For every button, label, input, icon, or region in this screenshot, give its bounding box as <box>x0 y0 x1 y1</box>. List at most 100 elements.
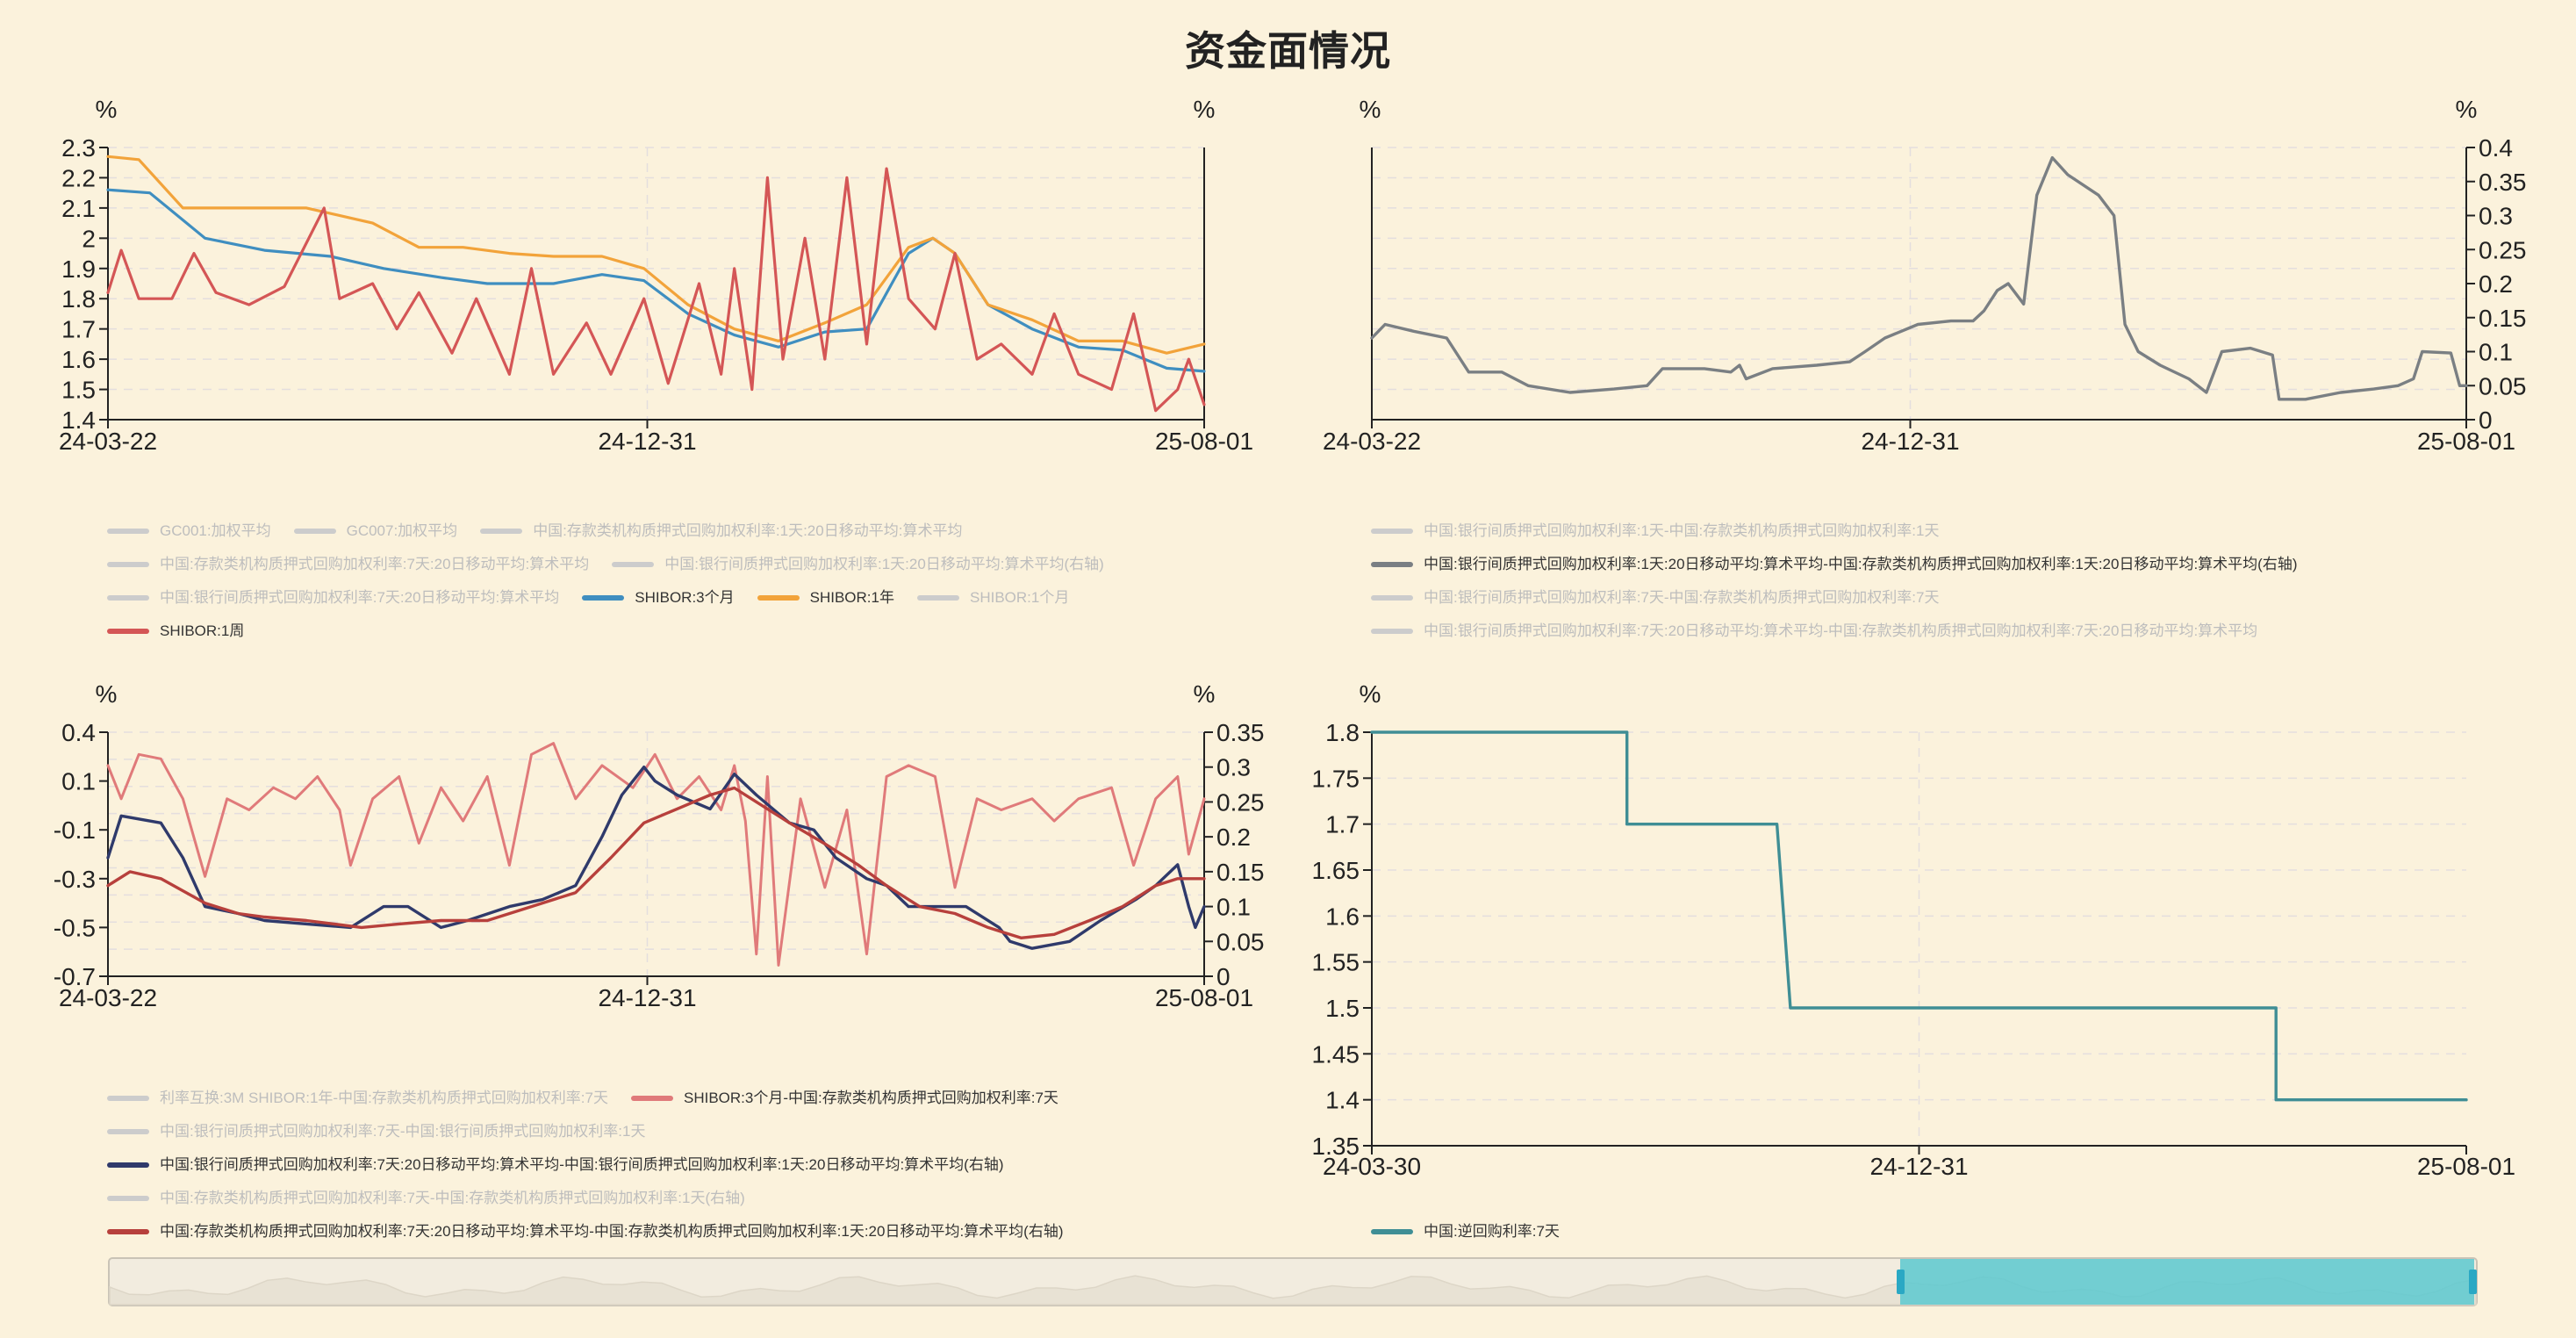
legend-item[interactable]: 中国:银行间质押式回购加权利率:7天-中国:存款类机构质押式回购加权利率:7天 <box>1371 581 1939 615</box>
legend-row: 中国:逆回购利率:7天 <box>1371 1214 1582 1248</box>
y-tick-label: 1.9 <box>61 255 96 283</box>
legend-label: 中国:存款类机构质押式回购加权利率:7天-中国:存款类机构质押式回购加权利率:1… <box>160 1189 745 1206</box>
legend-item[interactable]: 中国:存款类机构质押式回购加权利率:1天:20日移动平均:算术平均 <box>480 514 962 548</box>
legend-label: 中国:银行间质押式回购加权利率:1天:20日移动平均:算术平均(右轴) <box>664 555 1104 572</box>
series-line[interactable] <box>106 786 1206 940</box>
y-tick-label: 1.6 <box>61 346 96 373</box>
legend-item[interactable]: 中国:银行间质押式回购加权利率:1天:20日移动平均:算术平均(右轴) <box>612 548 1104 581</box>
legend-label: 中国:存款类机构质押式回购加权利率:1天:20日移动平均:算术平均 <box>533 522 963 539</box>
legend-swatch <box>612 562 655 568</box>
y-tick-label: 0 <box>2479 406 2493 434</box>
legend-top-left: GC001:加权平均 GC007:加权平均 中国:存款类机构质押式回购加权利率:1天… <box>107 514 1127 647</box>
legend-item[interactable]: 中国:银行间质押式回购加权利率:1天:20日移动平均:算术平均-中国:存款类机构… <box>1371 548 2298 581</box>
legend-item[interactable]: 中国:银行间质押式回购加权利率:7天-中国:银行间质押式回购加权利率:1天 <box>107 1115 645 1148</box>
series-line[interactable] <box>106 742 1206 967</box>
y-tick-label: 0.35 <box>1216 719 1265 746</box>
legend-bottom-right: 中国:逆回购利率:7天 <box>1371 1214 1582 1248</box>
series-line[interactable] <box>106 155 1206 355</box>
legend-label: SHIBOR:1个月 <box>969 588 1070 606</box>
zoom-selection[interactable] <box>1900 1259 2474 1305</box>
legend-label: 中国:银行间质押式回购加权利率:7天:20日移动平均:算术平均-中国:银行间质押… <box>160 1155 1004 1173</box>
legend-item[interactable]: SHIBOR:3个月 <box>582 581 735 615</box>
legend-item[interactable]: SHIBOR:3个月-中国:存款类机构质押式回购加权利率:7天 <box>630 1082 1058 1115</box>
y-tick-label: 1.4 <box>1325 1087 1360 1114</box>
y-tick-label: 1.8 <box>1325 719 1360 746</box>
zoom-handle-left[interactable] <box>1897 1270 1905 1294</box>
series-line[interactable] <box>1370 730 2468 1102</box>
y-tick-label: 2 <box>82 225 96 252</box>
series-line[interactable] <box>106 188 1206 373</box>
legend-item[interactable]: 中国:存款类机构质押式回购加权利率:7天:20日移动平均:算术平均-中国:存款类… <box>107 1215 1064 1248</box>
legend-label: 中国:银行间质押式回购加权利率:1天:20日移动平均:算术平均-中国:存款类机构… <box>1424 555 2298 572</box>
legend-label: 中国:银行间质押式回购加权利率:7天:20日移动平均:算术平均-中国:存款类机构… <box>1424 622 2258 639</box>
y-tick-label: 1.35 <box>1312 1133 1360 1160</box>
legend-swatch <box>107 529 149 535</box>
legend-row: GC001:加权平均 GC007:加权平均 中国:存款类机构质押式回购加权利率:1天… <box>107 514 1127 547</box>
y-tick-label: 0.2 <box>2479 270 2513 298</box>
legend-row: 中国:存款类机构质押式回购加权利率:7天:20日移动平均:算术平均 中国:银行间质… <box>107 547 1127 580</box>
legend-row: 中国:银行间质押式回购加权利率:1天:20日移动平均:算术平均-中国:存款类机构… <box>1371 547 2321 580</box>
y-tick-label: 2.1 <box>61 195 96 222</box>
x-tick-label: 24-12-31 <box>598 428 696 455</box>
legend-swatch <box>757 595 800 601</box>
x-tick-label: 24-03-22 <box>59 984 157 1011</box>
y-unit-right: % <box>1194 680 1216 708</box>
y-tick-label: 1.8 <box>61 285 96 313</box>
y-tick-label: 1.55 <box>1312 949 1360 976</box>
legend-item[interactable]: GC007:加权平均 <box>293 514 457 548</box>
y-tick-label: -0.7 <box>54 963 96 990</box>
legend-item[interactable]: 中国:存款类机构质押式回购加权利率:7天-中国:存款类机构质押式回购加权利率:1… <box>107 1182 745 1215</box>
legend-label: 中国:银行间质押式回购加权利率:7天-中国:存款类机构质押式回购加权利率:7天 <box>1424 588 1940 606</box>
x-tick-label: 25-08-01 <box>2417 1153 2515 1180</box>
y-tick-label: 0.15 <box>2479 305 2527 332</box>
y-tick-label: 0.05 <box>2479 372 2527 399</box>
legend-item[interactable]: SHIBOR:1个月 <box>916 581 1070 615</box>
legend-item[interactable]: SHIBOR:1周 <box>107 615 244 648</box>
y-tick-label: 0.05 <box>1216 928 1265 955</box>
zoom-handle-right[interactable] <box>2469 1270 2477 1294</box>
y-tick-label: 0.15 <box>1216 859 1265 886</box>
legend-swatch <box>107 595 149 601</box>
legend-item[interactable]: 中国:银行间质押式回购加权利率:7天:20日移动平均:算术平均 <box>107 581 559 615</box>
y-unit-right: % <box>2456 96 2478 123</box>
y-unit-right: % <box>1194 96 1216 123</box>
series-line[interactable] <box>1370 155 2468 401</box>
legend-swatch <box>1371 529 1413 535</box>
legend-swatch <box>107 1129 149 1135</box>
y-tick-label: 1.65 <box>1312 857 1360 884</box>
y-tick-label: 0.25 <box>2479 236 2527 263</box>
y-tick-label: 1.45 <box>1312 1040 1360 1068</box>
legend-item[interactable]: 中国:银行间质押式回购加权利率:7天:20日移动平均:算术平均-中国:存款类机构… <box>1371 615 2257 648</box>
y-tick-label: 0.4 <box>2479 134 2513 162</box>
x-tick-label: 24-03-22 <box>1323 428 1421 455</box>
legend-swatch <box>916 595 959 601</box>
legend-item[interactable]: 中国:逆回购利率:7天 <box>1371 1215 1560 1248</box>
legend-item[interactable]: 中国:银行间质押式回购加权利率:7天:20日移动平均:算术平均-中国:银行间质押… <box>107 1148 1004 1182</box>
legend-swatch <box>1371 562 1413 568</box>
y-tick-label: 1.5 <box>61 377 96 404</box>
x-tick-label: 24-03-22 <box>59 428 157 455</box>
series-line[interactable] <box>106 766 1206 950</box>
legend-row: 中国:银行间质押式回购加权利率:7天-中国:银行间质押式回购加权利率:1天 <box>107 1114 1087 1147</box>
legend-swatch <box>1371 595 1413 601</box>
legend-swatch <box>107 1196 149 1202</box>
legend-row: 利率互换:3M SHIBOR:1年-中国:存款类机构质押式回购加权利率:7天 SH… <box>107 1081 1087 1114</box>
data-zoom-slider[interactable] <box>108 1257 2478 1306</box>
series-line[interactable] <box>106 167 1206 413</box>
legend-item[interactable]: 中国:存款类机构质押式回购加权利率:7天:20日移动平均:算术平均 <box>107 548 589 581</box>
y-tick-label: 1.4 <box>61 406 96 434</box>
legend-row: 中国:存款类机构质押式回购加权利率:7天:20日移动平均:算术平均-中国:存款类… <box>107 1214 1087 1248</box>
y-tick-label: 1.7 <box>61 316 96 343</box>
legend-swatch <box>630 1096 673 1102</box>
y-tick-label: 2.2 <box>61 164 96 191</box>
legend-label: 中国:银行间质押式回购加权利率:1天-中国:存款类机构质押式回购加权利率:1天 <box>1424 522 1940 539</box>
legend-label: 中国:银行间质押式回购加权利率:7天:20日移动平均:算术平均 <box>160 588 560 606</box>
legend-item[interactable]: 中国:银行间质押式回购加权利率:1天-中国:存款类机构质押式回购加权利率:1天 <box>1371 514 1939 548</box>
legend-item[interactable]: GC001:加权平均 <box>107 514 271 548</box>
legend-item[interactable]: SHIBOR:1年 <box>757 581 894 615</box>
legend-item[interactable]: 利率互换:3M SHIBOR:1年-中国:存款类机构质押式回购加权利率:7天 <box>107 1082 608 1115</box>
legend-swatch <box>107 562 149 568</box>
legend-row: 中国:存款类机构质押式回购加权利率:7天-中国:存款类机构质押式回购加权利率:1… <box>107 1181 1087 1214</box>
